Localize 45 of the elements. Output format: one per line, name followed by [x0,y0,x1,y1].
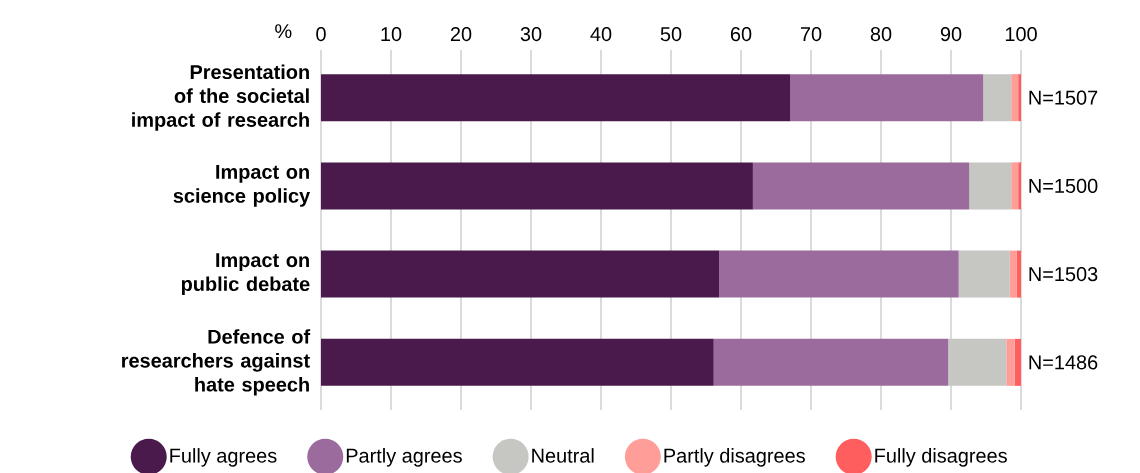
bar [958,250,1010,298]
legend-label: Partly agrees [346,448,462,467]
bar [790,74,984,122]
legend-label: Neutral [532,448,594,463]
bar [713,338,949,386]
bar [321,250,720,298]
x-tick-label: 60 [730,27,752,42]
bar [719,250,959,298]
x-axis-title: % [275,24,292,39]
bar [752,162,970,210]
x-tick-label: 40 [590,27,612,42]
bar [1011,74,1019,122]
bar [1011,162,1019,210]
y-tick-label: Presentation of the societal impact of research [132,64,309,131]
bar [969,162,1012,210]
bar [321,74,791,122]
bar [1016,250,1022,298]
x-tick-label: 0 [316,27,326,42]
bar [948,338,1007,386]
bar [1009,250,1017,298]
x-tick-label: 50 [660,27,682,42]
legend-label: Partly disagrees [664,448,805,467]
bar [321,338,714,386]
text: N=1486 [1029,355,1098,370]
bar [1018,162,1022,210]
x-tick-label: 30 [520,27,542,42]
x-tick-label: 70 [800,27,822,42]
x-tick-label: 90 [940,27,962,42]
bar [1018,74,1022,122]
text: N=1507 [1029,90,1098,105]
y-tick-label: Impact on science policy [173,165,311,207]
bar [1014,338,1022,386]
x-tick-label: 80 [870,27,892,42]
text: N=1500 [1029,178,1098,193]
x-tick-label: 100 [1005,27,1037,42]
text: N=1503 [1029,267,1098,282]
y-tick-label: Impact on public debate [181,253,310,295]
bar [1006,338,1015,386]
bar [321,162,753,210]
bar [983,74,1012,122]
legend-label: Fully agrees [170,448,277,467]
y-tick-label: Defence of researchers against hate speech [122,329,311,396]
x-tick-label: 10 [381,27,402,42]
x-tick-label: 20 [450,27,472,42]
legend-label: Fully disagrees [875,448,1007,467]
